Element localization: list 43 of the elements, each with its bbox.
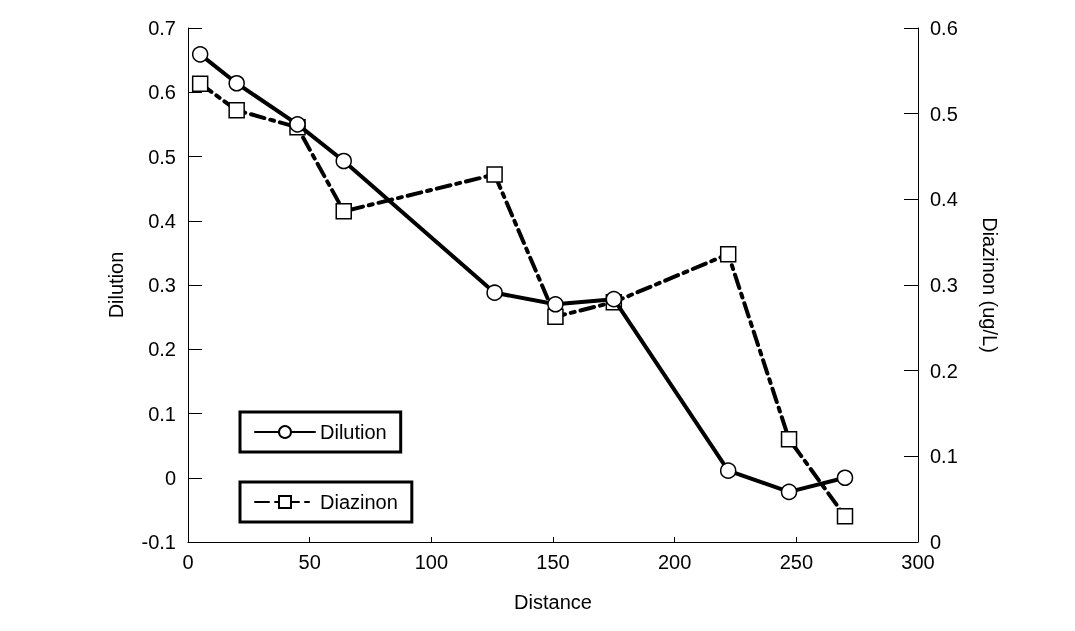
y-tick-label: 0.5: [148, 145, 176, 168]
point: [780, 430, 798, 448]
x-axis-title: Distance: [514, 591, 592, 613]
y-tick-label: 0.7: [148, 17, 176, 39]
x-tick-label: 250: [779, 551, 814, 573]
y2-axis-title: Diazinon (ug/L): [979, 217, 1001, 353]
point: [486, 284, 503, 301]
point: [335, 152, 352, 170]
x-tick-label: 150: [536, 551, 570, 573]
legend-label: Diazinon: [320, 491, 398, 513]
x-tick-label: 300: [901, 551, 935, 573]
y-tick-label: 0.6: [148, 81, 176, 104]
point: [486, 166, 503, 183]
y2-tick-label: 0: [930, 531, 942, 553]
y-axis-title: Dilution: [105, 251, 127, 319]
y2-tick-label: 0.1: [930, 445, 958, 468]
point: [228, 75, 245, 92]
y-tick-label: -0.1: [141, 531, 176, 553]
y-tick-label: 0.3: [148, 274, 176, 296]
x-tick-label: 200: [657, 551, 692, 573]
point: [719, 462, 737, 479]
y2-tick-label: 0.3: [930, 274, 958, 296]
point: [719, 245, 737, 263]
point: [836, 508, 854, 525]
y2-tick-label: 0.4: [930, 188, 958, 211]
y2-tick-label: 0.5: [930, 102, 958, 125]
y2-tick-label: 0.6: [930, 17, 958, 39]
point: [780, 483, 798, 501]
point: [335, 203, 352, 220]
y-tick-label: 0.1: [148, 402, 176, 425]
y-tick-label: 0: [164, 466, 176, 489]
y-tick-label: 0.2: [148, 338, 176, 361]
y-tick-label: 0.4: [148, 209, 176, 232]
x-tick-label: 50: [298, 551, 321, 573]
point: [191, 75, 209, 92]
point: [228, 101, 245, 119]
point: [547, 296, 564, 313]
x-tick-label: 100: [414, 551, 449, 573]
point: [836, 469, 854, 486]
point: [191, 46, 209, 63]
legend-label: Dilution: [320, 421, 387, 443]
x-tick-label: 0: [182, 551, 194, 573]
y2-tick-label: 0.2: [930, 359, 958, 382]
